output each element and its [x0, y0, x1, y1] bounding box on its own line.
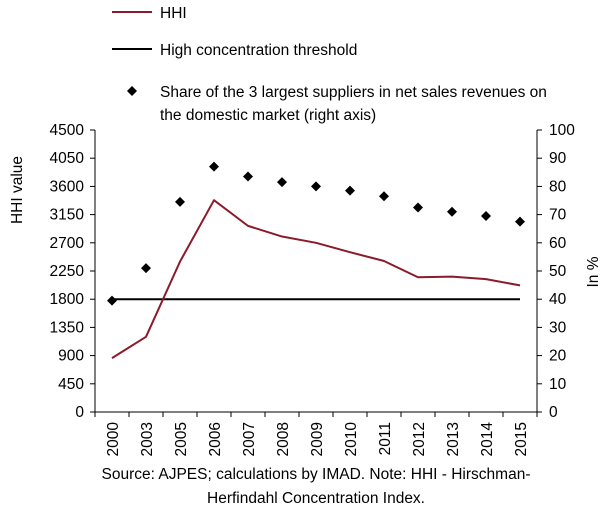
- y-right-tick-label: 40: [549, 291, 567, 308]
- series-share: [107, 161, 525, 306]
- x-tick-label: 2013: [445, 422, 462, 456]
- x-tick-label: 2000: [105, 422, 122, 457]
- x-tick-label: 2015: [513, 422, 530, 456]
- y-right-tick-label: 50: [549, 263, 567, 280]
- x-tick-label: 2005: [173, 422, 190, 456]
- share-point: [243, 171, 253, 182]
- y-right-tick-label: 10: [549, 376, 567, 393]
- y-right-tick-label: 20: [549, 348, 567, 365]
- share-point: [175, 196, 185, 207]
- y-left-tick-label: 3150: [50, 207, 85, 224]
- x-tick-label: 2009: [309, 422, 326, 456]
- share-point: [141, 263, 151, 274]
- y-axis-left-ticks: 0 450 900 1350 1800 2250 2700 3150 3600 4050 4500: [50, 122, 95, 421]
- y-left-tick-label: 1350: [50, 319, 85, 336]
- share-point: [515, 216, 525, 227]
- y-axis-right-ticks: 0 10 20 30 40 50 60 70 80 90 100: [537, 122, 575, 421]
- y-left-tick-label: 900: [58, 348, 84, 365]
- y-axis-left-title: HHI value: [9, 156, 26, 224]
- x-axis-ticks: 2000 2003 2005 2006 2007 2008 2009 2010 2011 2012…: [94, 412, 538, 457]
- legend-hhi-label: HHI: [160, 5, 187, 22]
- x-tick-label: 2011: [377, 422, 394, 455]
- y-left-tick-label: 2700: [50, 235, 85, 252]
- y-left-tick-label: 450: [58, 376, 84, 393]
- y-left-tick-label: 4500: [50, 122, 85, 139]
- y-left-tick-label: 2250: [50, 263, 85, 280]
- y-left-tick-label: 0: [75, 404, 84, 421]
- y-right-tick-label: 90: [549, 150, 567, 167]
- share-point: [481, 211, 491, 222]
- x-tick-label: 2008: [275, 422, 292, 456]
- y-left-tick-label: 4050: [50, 150, 85, 167]
- share-point: [447, 206, 457, 217]
- share-point: [379, 191, 389, 202]
- share-point: [345, 185, 355, 196]
- y-axis-right-title: In %: [585, 256, 602, 287]
- legend-threshold-label: High concentration threshold: [160, 42, 357, 59]
- share-point: [277, 177, 287, 188]
- legend-share-label-line1: Share of the 3 largest suppliers in net …: [160, 84, 547, 101]
- y-right-tick-label: 0: [549, 404, 558, 421]
- legend-share-swatch: [127, 86, 137, 96]
- y-left-tick-label: 1800: [50, 291, 85, 308]
- hhi-line: [111, 199, 521, 359]
- source-note-line1: Source: AJPES; calculations by IMAD. Not…: [102, 466, 531, 483]
- legend: HHI High concentration threshold Share o…: [112, 5, 547, 124]
- legend-share-label-line2: the domestic market (right axis): [160, 107, 376, 124]
- series-hhi: [111, 199, 521, 359]
- y-right-tick-label: 80: [549, 178, 567, 195]
- y-left-tick-label: 3600: [50, 178, 85, 195]
- x-tick-label: 2012: [411, 422, 428, 456]
- share-point: [209, 161, 219, 172]
- source-note-line2: Herfindahl Concentration Index.: [207, 490, 425, 507]
- y-right-tick-label: 60: [549, 235, 567, 252]
- share-point: [413, 202, 423, 213]
- y-right-tick-label: 100: [549, 122, 575, 139]
- x-tick-label: 2003: [139, 422, 156, 456]
- x-tick-label: 2007: [241, 422, 258, 456]
- x-tick-label: 2010: [343, 422, 360, 457]
- share-point: [311, 181, 321, 192]
- x-tick-label: 2014: [479, 422, 496, 457]
- share-point: [107, 295, 117, 306]
- y-right-tick-label: 30: [549, 319, 567, 336]
- x-tick-label: 2006: [207, 422, 224, 456]
- y-right-tick-label: 70: [549, 207, 567, 224]
